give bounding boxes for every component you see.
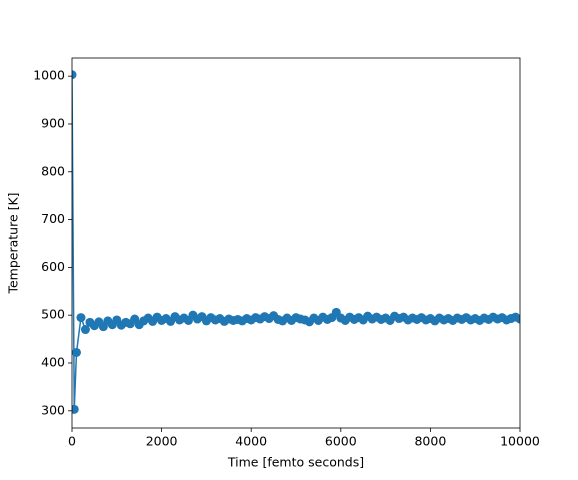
x-tick-label: 10000	[500, 434, 540, 449]
data-line	[72, 74, 520, 410]
data-point	[72, 404, 79, 414]
plot-frame	[71, 57, 521, 429]
y-tick-label: 500	[41, 307, 65, 322]
y-tick-label: 1000	[33, 68, 65, 83]
x-tick-label: 8000	[414, 434, 446, 449]
y-tick-label: 300	[41, 402, 65, 417]
data-point	[80, 325, 90, 335]
y-tick-label: 400	[41, 354, 65, 369]
data-point	[76, 313, 86, 323]
x-tick-label: 0	[68, 434, 76, 449]
y-tick-label: 800	[41, 163, 65, 178]
x-tick-label: 2000	[146, 434, 178, 449]
data-point	[515, 314, 520, 324]
x-tick-label: 4000	[235, 434, 267, 449]
x-tick-label: 6000	[325, 434, 357, 449]
data-point	[72, 347, 81, 357]
y-axis-label: Temperature [K]	[6, 192, 21, 294]
y-tick-label: 700	[41, 211, 65, 226]
x-axis-label: Time [femto seconds]	[227, 455, 364, 470]
y-tick-label: 600	[41, 259, 65, 274]
data-point	[72, 70, 77, 80]
y-tick-label: 900	[41, 115, 65, 130]
